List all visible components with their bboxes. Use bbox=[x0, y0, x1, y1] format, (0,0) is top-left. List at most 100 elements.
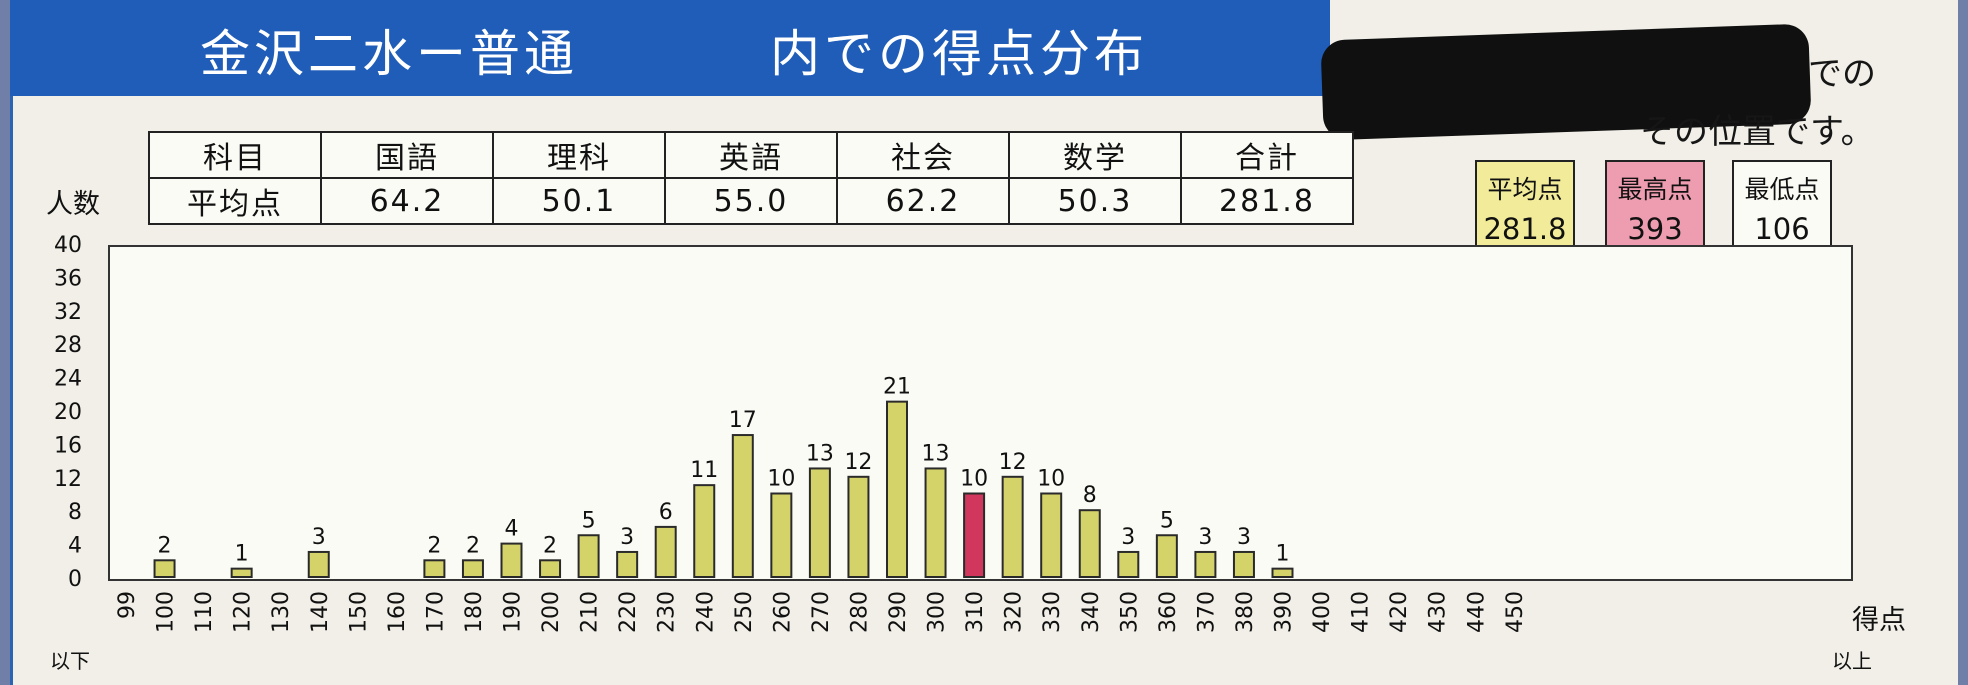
x-tick-label: 350 bbox=[1117, 591, 1142, 633]
subject-header-row: 科目 国語 理科 英語 社会 数学 合計 bbox=[148, 131, 1354, 179]
x-tick-label: 420 bbox=[1387, 591, 1412, 633]
bar bbox=[808, 467, 831, 579]
y-tick-label: 32 bbox=[54, 300, 82, 325]
bar-value-label: 10 bbox=[767, 467, 795, 492]
bar bbox=[1232, 550, 1255, 579]
max-score-value: 393 bbox=[1627, 212, 1683, 246]
bar bbox=[924, 467, 947, 579]
bar-value-label: 5 bbox=[582, 508, 596, 533]
x-tick-label: 400 bbox=[1310, 591, 1335, 633]
bar-value-label: 11 bbox=[690, 458, 718, 483]
bar-value-label: 21 bbox=[883, 375, 911, 400]
x-tick-label: 410 bbox=[1349, 591, 1374, 633]
x-tick-label: 430 bbox=[1426, 591, 1451, 633]
y-tick-label: 40 bbox=[54, 233, 82, 258]
x-tick-label: 150 bbox=[346, 591, 371, 633]
bar-value-label: 6 bbox=[659, 500, 673, 525]
y-tick-label: 24 bbox=[54, 367, 82, 392]
x-tick-label: 230 bbox=[655, 591, 680, 633]
bar-value-label: 2 bbox=[427, 533, 441, 558]
bar-value-label: 2 bbox=[466, 533, 480, 558]
bar bbox=[847, 475, 870, 578]
bar-value-label: 2 bbox=[158, 533, 172, 558]
bar bbox=[731, 434, 754, 578]
x-tick-label: 440 bbox=[1464, 591, 1489, 633]
average-score-label: 平均点 bbox=[1487, 175, 1563, 204]
y-tick-label: 16 bbox=[54, 433, 82, 458]
x-tick-label: 290 bbox=[886, 591, 911, 633]
header-cell-english: 英語 bbox=[664, 131, 838, 179]
x-tick-label: 380 bbox=[1233, 591, 1258, 633]
x-tick-label: 220 bbox=[616, 591, 641, 633]
x-tick-label: 320 bbox=[1002, 591, 1027, 633]
avg-cell-social: 62.2 bbox=[836, 177, 1010, 225]
bar bbox=[423, 559, 446, 578]
bar-value-label: 5 bbox=[1160, 508, 1174, 533]
bar bbox=[1001, 475, 1024, 578]
header-cell-science: 理科 bbox=[492, 131, 666, 179]
y-tick-label: 36 bbox=[54, 266, 82, 291]
bar bbox=[500, 542, 523, 578]
bar-value-label: 17 bbox=[729, 408, 757, 433]
school-course-title: 金沢二水ー普通 bbox=[200, 25, 578, 83]
subject-average-row: 平均点 64.2 50.1 55.0 62.2 50.3 281.8 bbox=[148, 177, 1354, 225]
bar-value-label: 3 bbox=[620, 525, 634, 550]
distribution-title: 内での得点分布 bbox=[770, 25, 1148, 83]
max-score-box: 最高点 393 bbox=[1605, 160, 1705, 252]
x-tick-label: 280 bbox=[847, 591, 872, 633]
x-axis-first-note: 以下 bbox=[50, 649, 90, 673]
x-tick-label: 200 bbox=[539, 591, 564, 633]
x-tick-label: 120 bbox=[231, 591, 256, 633]
bar bbox=[539, 559, 562, 578]
y-tick-label: 4 bbox=[68, 534, 82, 559]
bar bbox=[654, 525, 677, 579]
bar-value-label: 4 bbox=[505, 517, 519, 542]
bar bbox=[153, 559, 176, 578]
title-bar: 金沢二水ー普通 内での得点分布 bbox=[10, 0, 1330, 96]
x-axis-title: 得点 bbox=[1852, 605, 1906, 636]
y-axis-title: 人数 bbox=[46, 189, 100, 220]
bar-value-label: 3 bbox=[1121, 525, 1135, 550]
bar-value-label: 2 bbox=[543, 533, 557, 558]
bar-value-label: 1 bbox=[1276, 542, 1290, 567]
x-tick-label: 210 bbox=[578, 591, 603, 633]
bar bbox=[1155, 534, 1178, 578]
x-tick-label: 180 bbox=[462, 591, 487, 633]
bar bbox=[577, 534, 600, 578]
y-tick-label: 0 bbox=[68, 567, 82, 592]
x-tick-label: 310 bbox=[963, 591, 988, 633]
x-tick-label: 340 bbox=[1079, 591, 1104, 633]
position-note-line1: での bbox=[1808, 54, 1876, 94]
row-label-average: 平均点 bbox=[148, 177, 322, 225]
avg-cell-english: 55.0 bbox=[664, 177, 838, 225]
x-tick-label: 300 bbox=[925, 591, 950, 633]
bar bbox=[693, 484, 716, 578]
avg-cell-math: 50.3 bbox=[1008, 177, 1182, 225]
bar bbox=[1117, 550, 1140, 579]
bar bbox=[1078, 509, 1101, 579]
header-cell-total: 合計 bbox=[1180, 131, 1354, 179]
x-tick-label: 260 bbox=[770, 591, 795, 633]
x-tick-label: 250 bbox=[732, 591, 757, 633]
x-tick-label: 160 bbox=[385, 591, 410, 633]
bar-value-label: 3 bbox=[312, 525, 326, 550]
bar-value-label: 10 bbox=[1037, 467, 1065, 492]
y-tick-label: 28 bbox=[54, 333, 82, 358]
avg-cell-total: 281.8 bbox=[1180, 177, 1354, 225]
x-tick-label: 140 bbox=[308, 591, 333, 633]
bar bbox=[963, 492, 986, 578]
x-tick-label: 130 bbox=[269, 591, 294, 633]
bar bbox=[1271, 567, 1294, 579]
avg-cell-japanese: 64.2 bbox=[320, 177, 494, 225]
bar bbox=[1194, 550, 1217, 579]
x-axis-last-note: 以上 bbox=[1832, 649, 1872, 673]
min-score-value: 106 bbox=[1754, 212, 1810, 246]
avg-cell-science: 50.1 bbox=[492, 177, 666, 225]
bar-value-label: 13 bbox=[806, 441, 834, 466]
bar-value-label: 1 bbox=[235, 542, 249, 567]
bar bbox=[1040, 492, 1063, 578]
bar bbox=[770, 492, 793, 578]
bar-value-label: 8 bbox=[1083, 483, 1097, 508]
x-tick-label: 390 bbox=[1272, 591, 1297, 633]
